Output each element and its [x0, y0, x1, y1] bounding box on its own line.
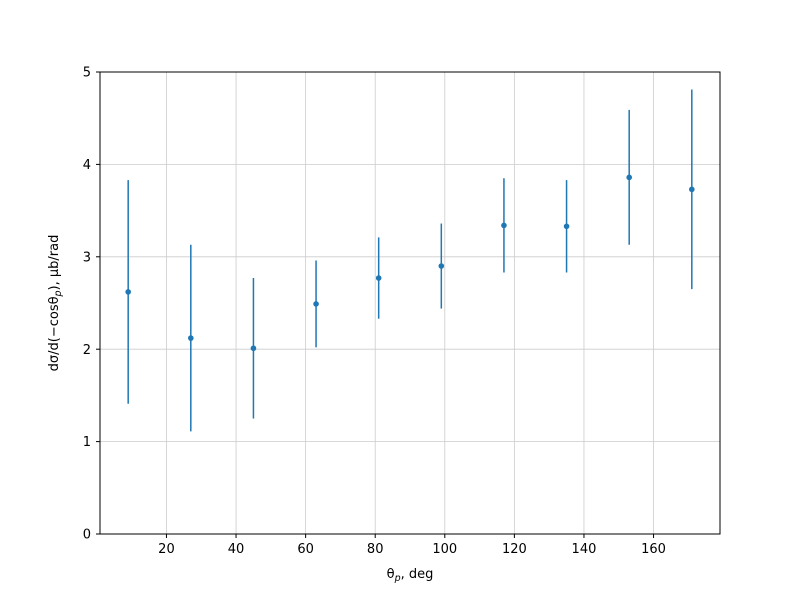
svg-text:160: 160	[641, 542, 666, 557]
svg-text:140: 140	[572, 542, 597, 557]
grid-lines	[100, 71, 720, 535]
x-tick-labels: 20 40 60 80 100 120 140 160	[158, 542, 666, 557]
tick-marks	[96, 71, 655, 538]
svg-text:20: 20	[158, 542, 175, 557]
error-bars	[127, 89, 693, 432]
y-tick-labels: 0 1 2 3 4 5	[83, 66, 91, 543]
svg-text:60: 60	[297, 542, 314, 557]
x-axis-label: θp​, deg	[387, 567, 434, 584]
svg-text:100: 100	[432, 542, 457, 557]
svg-text:40: 40	[228, 542, 245, 557]
svg-text:3: 3	[83, 250, 91, 265]
svg-text:0: 0	[83, 528, 91, 543]
svg-text:1: 1	[83, 435, 91, 450]
y-axis-label: dσ/d(−cosθp​), μb/rad	[47, 235, 64, 372]
svg-text:80: 80	[367, 542, 384, 557]
svg-text:4: 4	[83, 158, 91, 173]
svg-text:2: 2	[83, 343, 91, 358]
data-points	[125, 174, 695, 352]
plot-frame	[99, 71, 721, 535]
svg-text:120: 120	[502, 542, 527, 557]
svg-text:5: 5	[83, 66, 91, 81]
